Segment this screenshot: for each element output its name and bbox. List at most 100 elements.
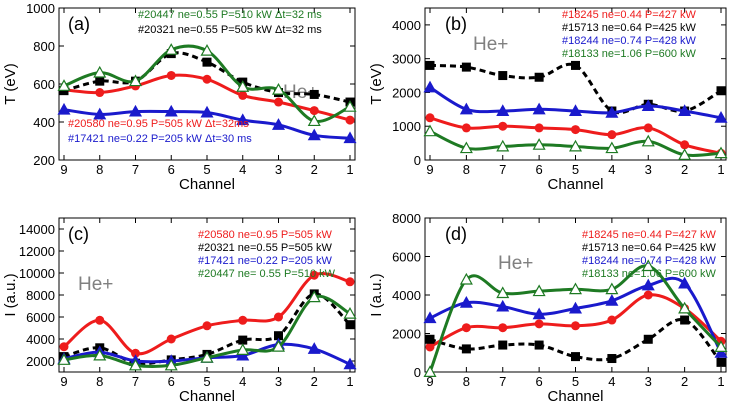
data-point (461, 62, 471, 72)
y-tick-label: 3000 (392, 52, 421, 67)
data-point (128, 104, 143, 117)
data-point (309, 106, 319, 116)
x-tick-label: 7 (499, 374, 506, 389)
data-point (680, 315, 690, 325)
legend-entry: #18245 ne=0.44 P=427 kW (582, 229, 717, 241)
data-point (202, 321, 212, 331)
data-point (95, 88, 105, 98)
y-tick-label: 4000 (26, 332, 55, 347)
data-point (532, 307, 546, 320)
x-tick-label: 1 (346, 162, 353, 177)
legend-entry: #18245 ne=0.44 P=427 kW (562, 9, 697, 21)
x-tick-label: 5 (203, 162, 210, 177)
data-point (309, 89, 319, 99)
legend-entry: #15713 ne=0.64 P=425 kW (562, 22, 697, 34)
data-point (641, 259, 655, 272)
data-point (714, 111, 728, 123)
y-tick-label: 2000 (392, 85, 421, 100)
data-point (459, 102, 473, 115)
data-point (200, 350, 214, 363)
x-tick-label: 2 (311, 162, 318, 177)
data-point (164, 104, 178, 117)
series-20447 (57, 43, 357, 127)
series-20580 (59, 270, 355, 358)
data-point (568, 104, 583, 117)
x-tick-label: 6 (168, 162, 175, 177)
x-axis-title: Channel (548, 176, 604, 193)
panel-label: (a) (68, 14, 90, 34)
data-point (680, 140, 690, 150)
x-tick-label: 3 (645, 162, 652, 177)
y-tick-label: 0 (414, 365, 421, 380)
legend-entry: #20447 ne= 0.55 P=510 kW (198, 268, 336, 280)
series-18133 (423, 259, 728, 377)
x-tick-label: 7 (132, 162, 139, 177)
y-tick-label: 600 (33, 77, 55, 92)
data-point (202, 57, 212, 67)
y-tick-label: 4000 (392, 18, 421, 33)
series-17421 (57, 102, 357, 144)
x-tick-label: 3 (275, 162, 282, 177)
data-point (641, 134, 655, 147)
data-point (605, 105, 619, 118)
data-point (200, 44, 214, 56)
legend-entry: #17421 ne=0.22 P=205 kW (198, 255, 333, 267)
data-point (643, 334, 653, 344)
x-tick-label: 8 (96, 374, 103, 389)
ion-label: He+ (498, 253, 533, 274)
data-point (128, 358, 143, 371)
data-point (307, 342, 321, 354)
data-point (498, 121, 508, 131)
series-18244 (423, 276, 728, 358)
x-tick-label: 4 (239, 374, 246, 389)
data-point (164, 43, 178, 55)
data-point (274, 331, 283, 341)
x-axis-title: Channel (548, 388, 604, 403)
x-axis-title: Channel (179, 176, 235, 193)
x-tick-label: 2 (311, 374, 318, 389)
data-point (307, 290, 321, 303)
data-point (571, 125, 580, 135)
data-point (236, 343, 250, 355)
data-point (534, 340, 544, 350)
data-point (423, 124, 437, 137)
y-tick-label: 14000 (19, 222, 55, 237)
data-point (607, 130, 617, 140)
data-point (568, 301, 583, 314)
data-point (534, 123, 544, 133)
series-line (63, 292, 352, 366)
data-point (345, 277, 355, 287)
data-point (57, 102, 71, 115)
data-point (236, 113, 250, 126)
x-tick-label: 3 (275, 374, 282, 389)
y-axis-title: T (eV) (2, 63, 19, 104)
y-tick-label: 4000 (392, 288, 421, 303)
series-18133 (423, 124, 728, 160)
data-point (714, 146, 728, 159)
data-point (678, 148, 692, 160)
data-point (496, 104, 510, 117)
data-point (568, 139, 583, 152)
x-tick-label: 1 (346, 374, 353, 389)
y-tick-label: 400 (33, 115, 55, 130)
y-tick-label: 8000 (392, 211, 421, 226)
data-point (716, 86, 726, 96)
data-point (643, 290, 653, 300)
data-point (459, 295, 473, 308)
y-tick-label: 2000 (26, 354, 55, 369)
legend-entry: #20580 ne=0.95 P=505 kW Δt=32ms (68, 118, 249, 130)
data-point (309, 270, 319, 280)
ion-label: He+ (473, 34, 508, 55)
x-tick-label: 1 (717, 374, 724, 389)
data-point (166, 334, 176, 344)
x-tick-label: 9 (426, 162, 433, 177)
data-point (496, 286, 510, 299)
data-point (164, 358, 178, 371)
data-point (271, 82, 286, 95)
x-tick-label: 1 (717, 162, 724, 177)
data-point (202, 74, 212, 84)
data-point (343, 306, 357, 319)
y-tick-label: 6000 (392, 250, 421, 265)
data-point (607, 354, 617, 364)
